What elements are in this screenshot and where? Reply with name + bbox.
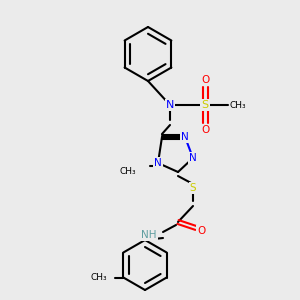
Text: N: N <box>154 158 162 168</box>
Text: N: N <box>181 132 189 142</box>
Text: CH₃: CH₃ <box>91 273 107 282</box>
Text: O: O <box>197 226 205 236</box>
Text: NH: NH <box>142 230 157 240</box>
Text: S: S <box>201 100 208 110</box>
Text: N: N <box>189 153 197 163</box>
Text: CH₃: CH₃ <box>119 167 136 176</box>
Text: O: O <box>201 75 209 85</box>
Text: O: O <box>201 125 209 135</box>
Text: N: N <box>166 100 174 110</box>
Text: CH₃: CH₃ <box>230 100 247 109</box>
Text: S: S <box>190 183 196 193</box>
